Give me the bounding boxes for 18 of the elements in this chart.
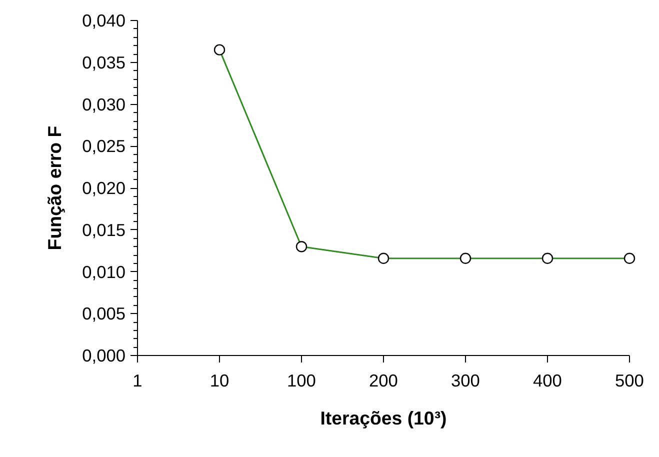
y-tick-label: 0,020: [82, 178, 126, 198]
y-tick-label: 0,030: [82, 94, 126, 114]
x-tick-label: 10: [210, 370, 230, 390]
y-tick-label: 0,040: [82, 10, 126, 30]
x-tick-label: 300: [451, 370, 480, 390]
x-tick-label: 400: [533, 370, 562, 390]
y-tick-label: 0,010: [82, 262, 126, 282]
y-tick-label: 0,025: [82, 136, 126, 156]
y-tick-label: 0,000: [82, 346, 126, 366]
x-tick-label: 100: [287, 370, 316, 390]
x-tick-label: 1: [132, 370, 142, 390]
y-tick-label: 0,035: [82, 52, 126, 72]
x-tick-label: 200: [369, 370, 398, 390]
y-axis-title: Função erro F: [44, 126, 66, 250]
x-axis-title: Iterações (10³): [320, 408, 447, 428]
y-tick-label: 0,015: [82, 220, 126, 240]
x-tick-label: 500: [615, 370, 644, 390]
y-tick-label: 0,005: [82, 304, 126, 324]
